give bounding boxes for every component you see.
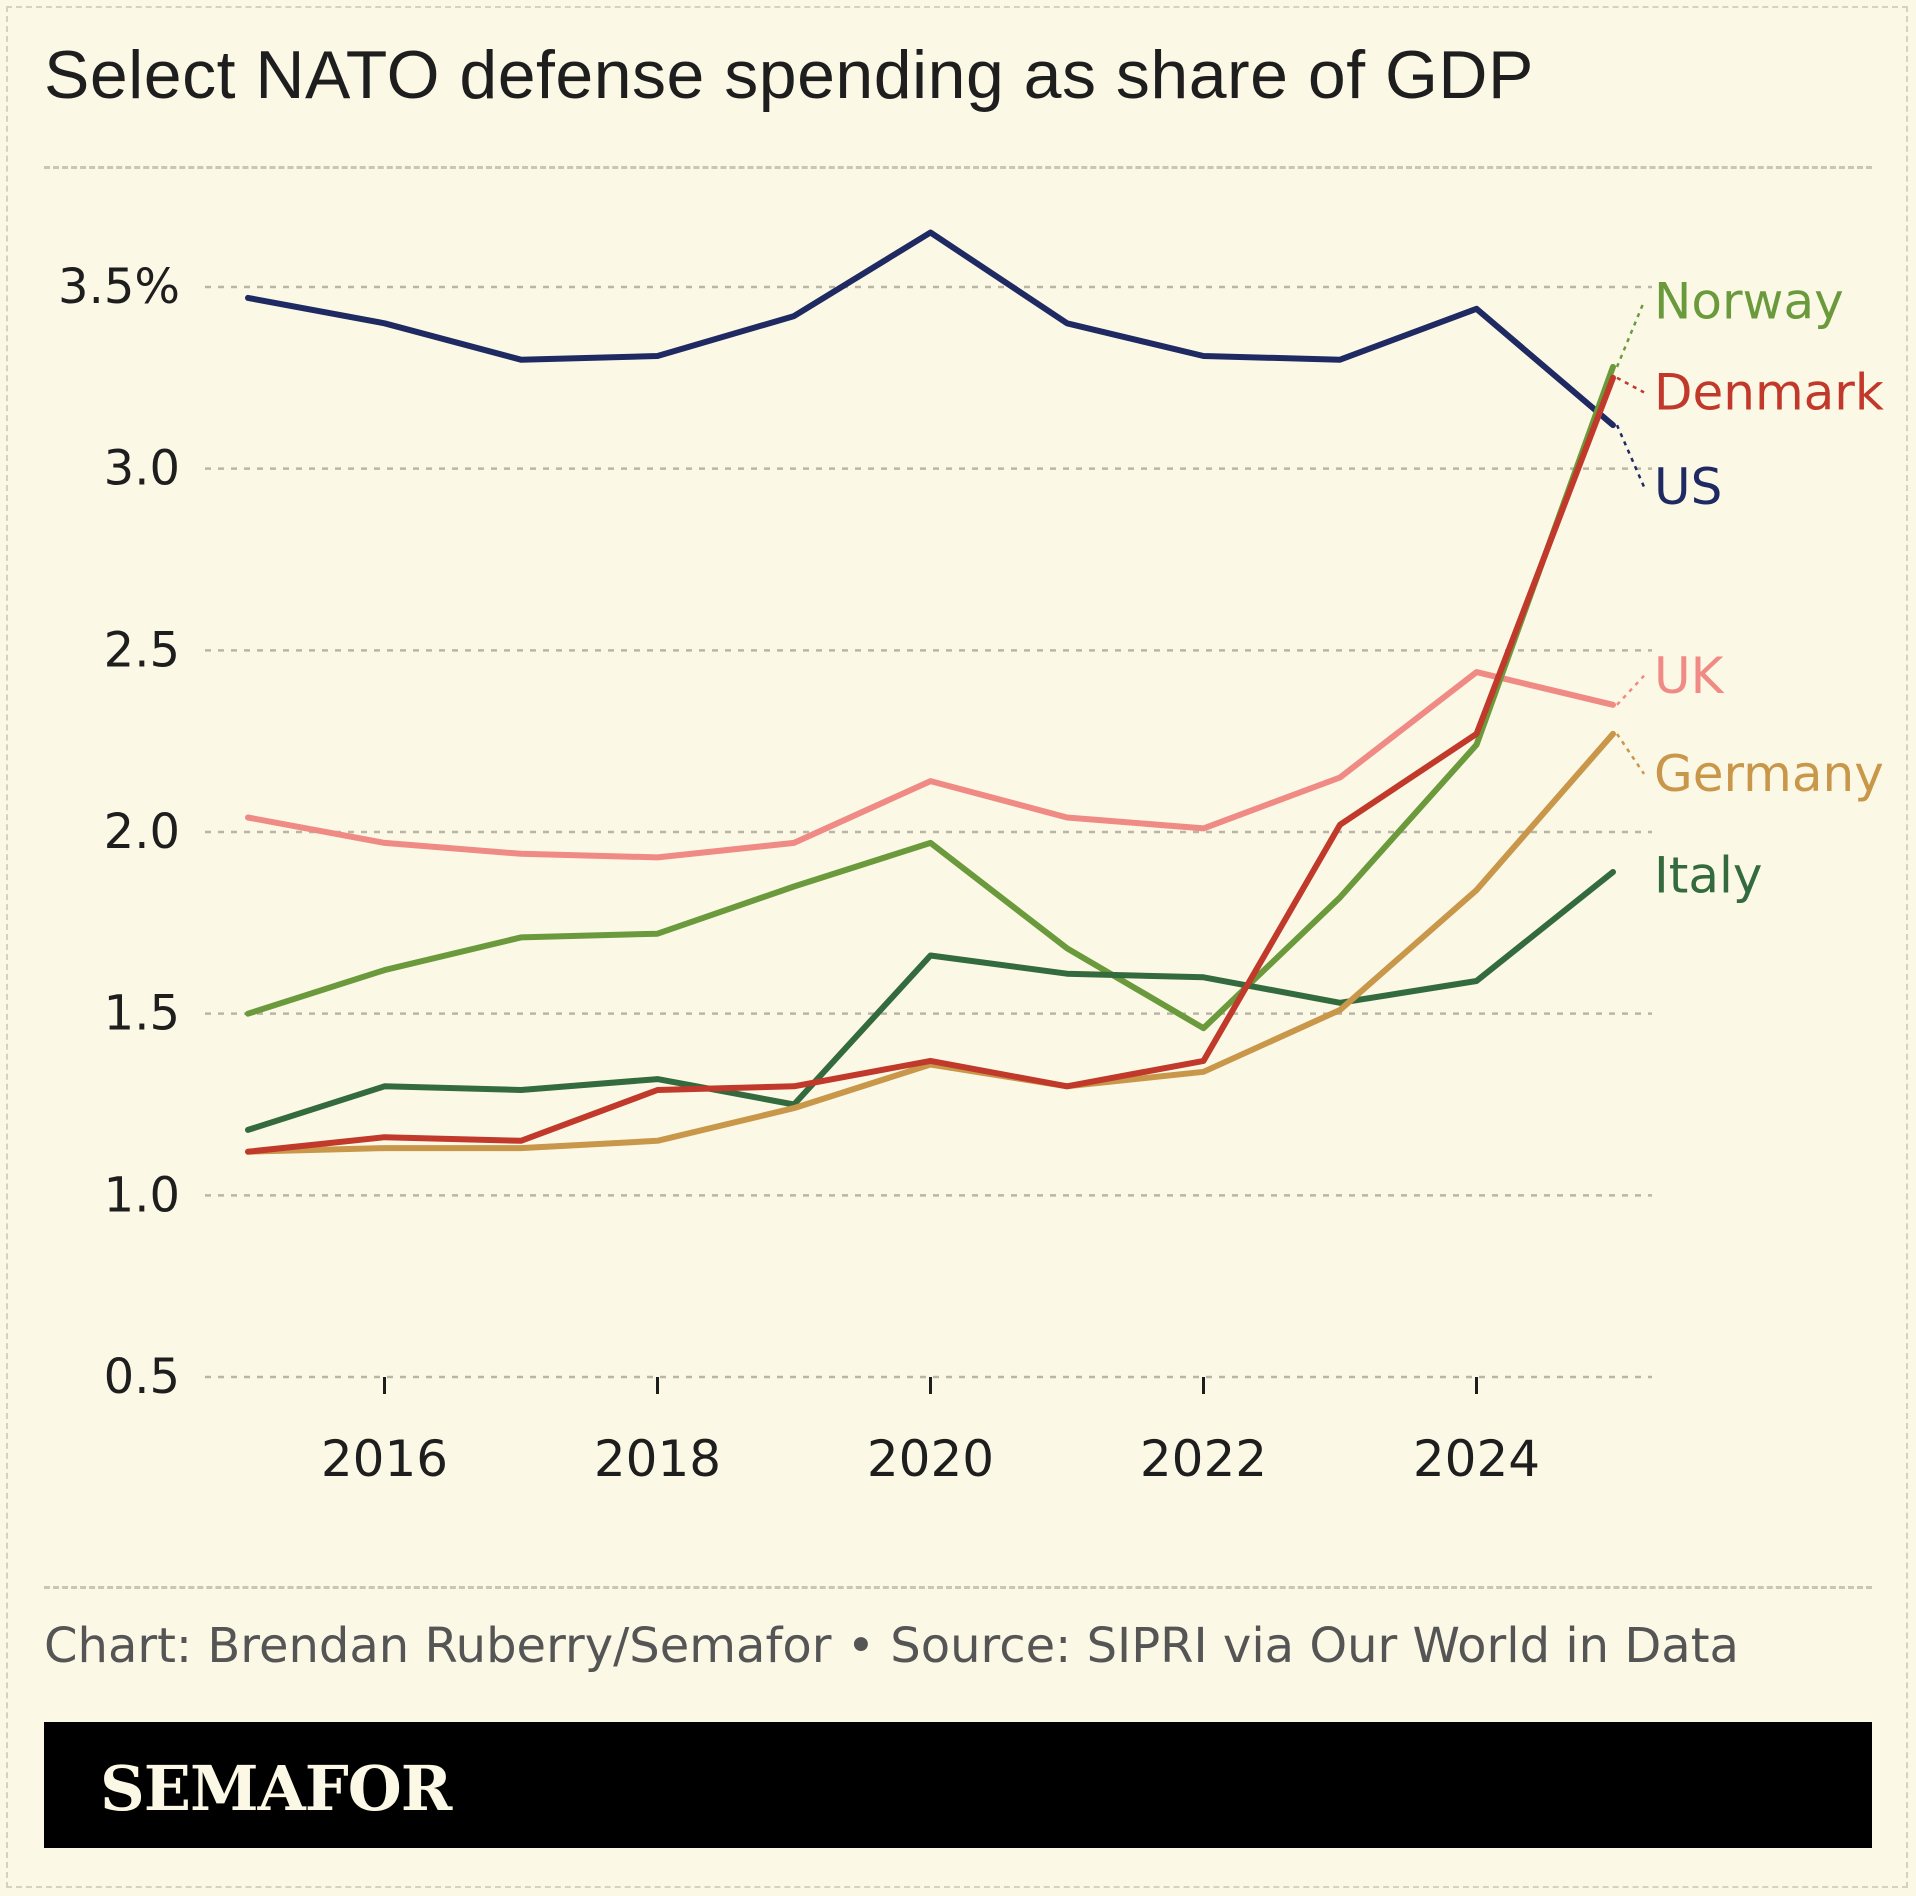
y-tick-label: 2.0 bbox=[104, 804, 180, 860]
series-line-denmark bbox=[245, 374, 1616, 1155]
series-line-uk bbox=[245, 669, 1616, 861]
series-line-italy bbox=[245, 869, 1616, 1133]
series-line-norway bbox=[245, 363, 1616, 1032]
leader-line-denmark bbox=[1616, 376, 1645, 394]
y-tick-label: 3.5% bbox=[58, 259, 180, 315]
series-label-norway: Norway bbox=[1654, 273, 1844, 331]
x-tick-label: 2016 bbox=[321, 1430, 448, 1488]
leader-line-norway bbox=[1615, 301, 1646, 368]
series-label-us: US bbox=[1654, 458, 1722, 516]
series-label-italy: Italy bbox=[1654, 847, 1762, 905]
x-tick-label: 2024 bbox=[1413, 1430, 1540, 1488]
leader-line-germany bbox=[1615, 733, 1646, 775]
series-label-denmark: Denmark bbox=[1654, 363, 1884, 421]
series-line-germany bbox=[245, 730, 1616, 1155]
brand-footer-bar: SEMAFOR bbox=[44, 1722, 1872, 1848]
bottom-divider bbox=[44, 1586, 1872, 1589]
y-tick-label: 1.0 bbox=[104, 1167, 180, 1223]
x-tick-label: 2018 bbox=[594, 1430, 721, 1488]
line-chart: 0.5 1.0 1.5 2.0 2.5 3.0 3.5% 2016 2018 2020 2022 20… bbox=[58, 229, 1884, 1488]
y-tick-label: 0.5 bbox=[104, 1349, 180, 1405]
leader-line-uk bbox=[1616, 674, 1645, 706]
y-tick-label: 1.5 bbox=[104, 986, 180, 1042]
series-label-germany: Germany bbox=[1654, 745, 1884, 803]
y-tick-label: 3.0 bbox=[104, 441, 180, 497]
semafor-logo: SEMAFOR bbox=[100, 1752, 452, 1825]
leader-line-us bbox=[1615, 424, 1646, 488]
chart-frame bbox=[6, 6, 1908, 1888]
series-label-uk: UK bbox=[1654, 647, 1725, 705]
series-line-us bbox=[245, 229, 1616, 429]
source-credit: Chart: Brendan Ruberry/Semafor • Source:… bbox=[44, 1618, 1739, 1674]
top-divider bbox=[44, 166, 1872, 169]
x-tick-label: 2020 bbox=[867, 1430, 994, 1488]
chart-title: Select NATO defense spending as share of… bbox=[44, 37, 1534, 113]
x-tick-label: 2022 bbox=[1140, 1430, 1267, 1488]
y-tick-label: 2.5 bbox=[104, 622, 180, 678]
